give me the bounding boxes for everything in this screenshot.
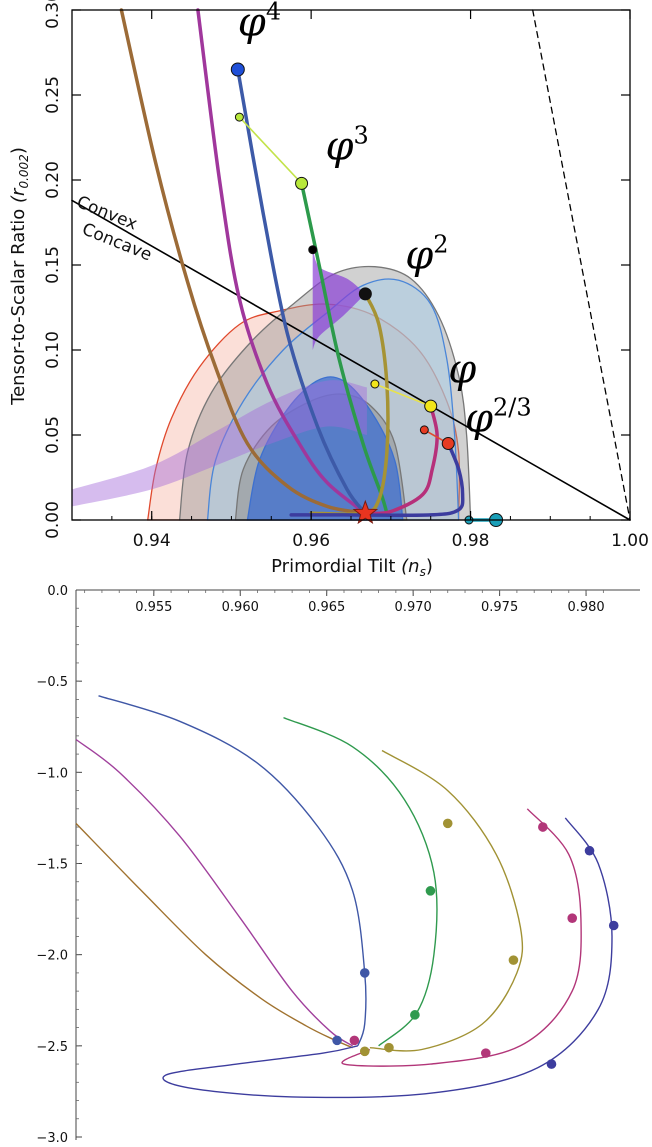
line-convex-concave-boundary [71, 199, 631, 521]
x-tick-label: 0.98 [452, 531, 490, 551]
trajectory-dot [608, 920, 619, 931]
trajectory-dot [349, 1035, 360, 1046]
line-phi4-track [236, 67, 368, 515]
marker-phi3-dot [295, 176, 309, 190]
potential-label-2: φ3 [325, 122, 368, 170]
x-tick-label: 0.980 [567, 600, 604, 615]
trajectory-line-2 [75, 738, 353, 1047]
x-tick-label: 0.970 [395, 600, 432, 615]
trajectory-dot [359, 1046, 370, 1057]
x-tick-label: 0.975 [481, 600, 518, 615]
trajectory-dot [384, 1042, 394, 1053]
line-linear-dashed [532, 9, 631, 521]
y-tick-label: −1.0 [36, 766, 68, 781]
x-tick-label: 0.960 [222, 600, 259, 615]
x-tick-label: 0.955 [135, 600, 172, 615]
trajectory-dot [359, 968, 370, 978]
potential-label-5: φ2/3 [465, 394, 532, 442]
marker-phi2-dot [358, 287, 372, 301]
line-brown [119, 8, 368, 515]
trajectory-dot [508, 955, 519, 965]
y-tick-label: 0.00 [43, 501, 63, 539]
trajectory-line-5 [369, 749, 524, 1052]
trajectory-dots [332, 818, 619, 1069]
marker-phi4-small-dot [234, 112, 244, 122]
trajectory-dot [425, 886, 436, 896]
best-fit-star-marker [352, 499, 379, 525]
axis-ticks: 0.94 0.96 0.98 1.00 0.00 0.05 0.10 0.15 0.20 0.25… [43, 0, 649, 551]
trajectory-line-3 [98, 695, 367, 1047]
marker-phi-dot [424, 399, 438, 413]
y-tick-label: 0.20 [43, 161, 63, 199]
line-magenta [196, 8, 368, 515]
trajectory-dot [538, 822, 548, 832]
y-tick-label: 0.10 [43, 331, 63, 369]
y-tick-label: 0.25 [43, 76, 63, 114]
trajectory-line-7 [162, 817, 613, 1099]
y-tick-label: 0.15 [43, 246, 63, 284]
marker-phi23-dot [441, 437, 455, 450]
line-phi23-track [289, 441, 465, 518]
x-tick-label: 1.00 [611, 531, 649, 551]
trajectory-line-6 [341, 808, 582, 1067]
x-tick-label: 0.96 [292, 531, 330, 551]
trajectory-line-1 [75, 822, 353, 1049]
inflation-model-tracks [71, 8, 631, 522]
trajectory-dot [584, 845, 595, 856]
line-phi-track [363, 404, 439, 516]
band-violet-fan [312, 244, 366, 350]
potential-label-1: φ4 [238, 0, 281, 46]
potential-label-4: φ [448, 346, 476, 392]
trajectory-dot [410, 1010, 420, 1020]
trajectory-dot [332, 1035, 342, 1046]
trajectory-line-4 [283, 716, 438, 1047]
y-tick-label: 0.05 [43, 416, 63, 454]
y-tick-label: 0.30 [43, 0, 63, 29]
line-phi3-guide [238, 116, 303, 185]
potential-label-3: φ2 [405, 230, 448, 278]
trajectory-dot [480, 1048, 491, 1058]
marker-phi2-small-dot [308, 245, 318, 255]
axes: 0.955 0.960 0.965 0.970 0.975 0.980 0.0 −0.5 −1.… [36, 584, 640, 1146]
marker-phi23-small-dot [419, 425, 429, 435]
trajectory-chart: 0.955 0.960 0.965 0.970 0.975 0.980 0.0 −0.5 −1.… [36, 584, 640, 1146]
y-tick-label: −2.5 [36, 1040, 68, 1055]
y-tick-label: −2.0 [36, 949, 68, 964]
trajectory-dot [442, 818, 453, 829]
y-tick-label: −3.0 [36, 1131, 68, 1146]
y-tick-label: −1.5 [36, 858, 68, 873]
trajectory-dot [546, 1059, 557, 1069]
model-markers [230, 62, 504, 527]
trajectory-dot [567, 913, 578, 923]
band-violet-band [72, 380, 367, 507]
y-tick-label: 0.0 [47, 584, 68, 599]
marker-phi-small-dot [370, 379, 380, 389]
tensor-to-scalar-chart: 0.94 0.96 0.98 1.00 0.00 0.05 0.10 0.15 0.20 0.25… [8, 0, 649, 579]
trajectory-series [75, 695, 613, 1099]
potential-labels: φ4 φ3 φ2 φφ2/3 [238, 0, 532, 442]
marker-phi4-dot [230, 62, 245, 77]
x-axis-title: Primordial Tilt (ns) [271, 556, 433, 579]
x-tick-label: 0.94 [133, 531, 171, 551]
y-tick-label: −0.5 [36, 675, 68, 690]
violet-prediction-bands [72, 244, 367, 507]
y-axis-title: Tensor-to-Scalar Ratio (r0.002) [8, 147, 31, 406]
x-tick-label: 0.965 [308, 600, 345, 615]
line-phi-guide [374, 383, 432, 407]
